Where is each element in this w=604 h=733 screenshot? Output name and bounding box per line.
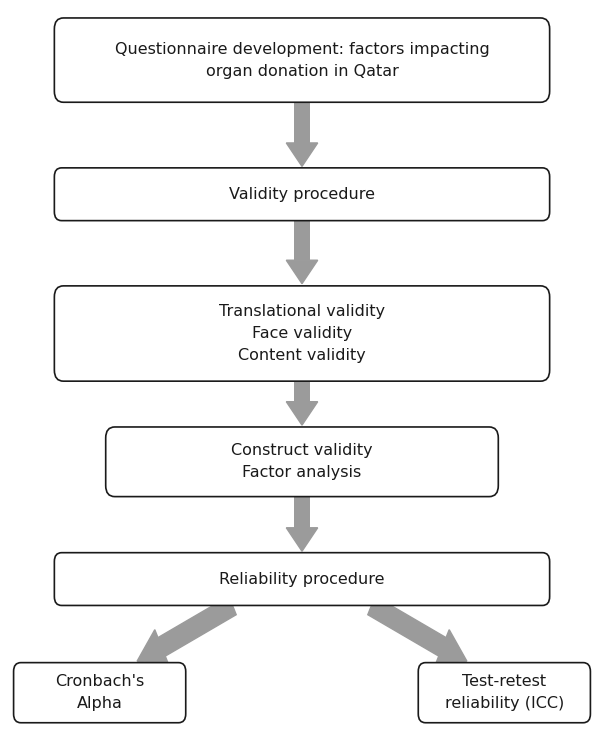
FancyBboxPatch shape xyxy=(418,663,590,723)
FancyBboxPatch shape xyxy=(54,553,550,605)
FancyBboxPatch shape xyxy=(54,18,550,102)
Polygon shape xyxy=(286,260,318,284)
Text: Reliability procedure: Reliability procedure xyxy=(219,572,385,586)
Text: Questionnaire development: factors impacting
organ donation in Qatar: Questionnaire development: factors impac… xyxy=(115,42,489,78)
Text: Test-retest
reliability (ICC): Test-retest reliability (ICC) xyxy=(445,674,564,711)
Polygon shape xyxy=(286,402,318,425)
FancyBboxPatch shape xyxy=(54,286,550,381)
Polygon shape xyxy=(286,528,318,551)
Polygon shape xyxy=(137,630,169,664)
Text: Cronbach's
Alpha: Cronbach's Alpha xyxy=(55,674,144,711)
FancyBboxPatch shape xyxy=(106,427,498,497)
Text: Construct validity
Factor analysis: Construct validity Factor analysis xyxy=(231,443,373,480)
Bar xyxy=(294,101,310,143)
Bar xyxy=(294,381,310,402)
FancyBboxPatch shape xyxy=(54,168,550,221)
Bar xyxy=(294,221,310,260)
Polygon shape xyxy=(286,143,318,166)
Polygon shape xyxy=(368,596,446,656)
Bar xyxy=(294,496,310,528)
Text: Translational validity
Face validity
Content validity: Translational validity Face validity Con… xyxy=(219,303,385,364)
Text: Validity procedure: Validity procedure xyxy=(229,187,375,202)
Polygon shape xyxy=(435,630,467,664)
FancyBboxPatch shape xyxy=(14,663,186,723)
Polygon shape xyxy=(158,596,236,656)
